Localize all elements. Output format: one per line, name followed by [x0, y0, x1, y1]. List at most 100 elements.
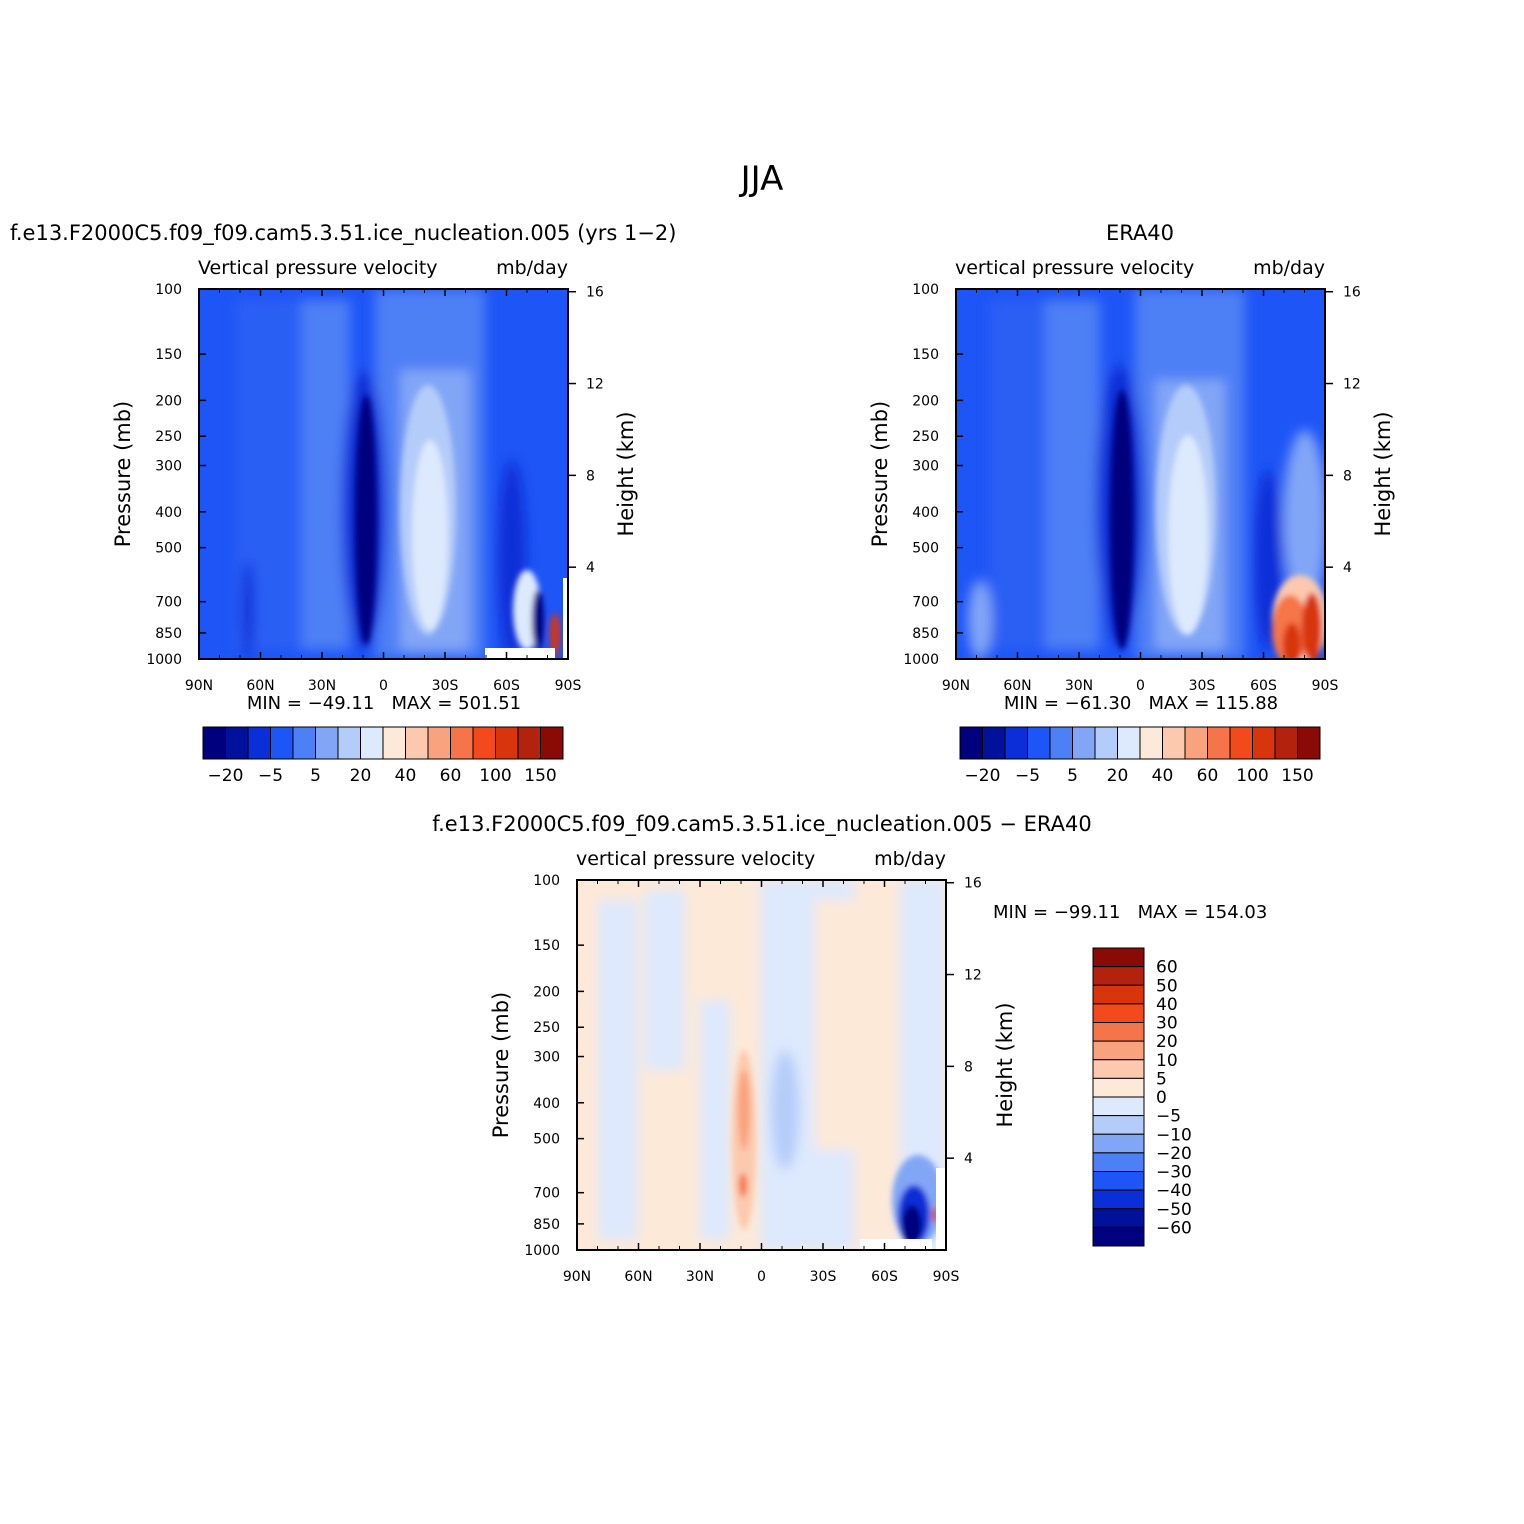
pressure-tick-label: 150 — [533, 938, 560, 954]
panel-diff-minmax: MIN = −99.11 MAX = 154.03 — [993, 902, 1267, 923]
figure-title: JJA — [739, 159, 784, 199]
pressure-tick-label: 250 — [155, 429, 182, 445]
colorbar-swatch — [1274, 726, 1298, 760]
panel-model: f.e13.F2000C5.f09_f09.cam5.3.51.ice_nucl… — [10, 221, 676, 786]
colorbar-label: −5 — [1156, 1107, 1181, 1127]
height-tick-label: 16 — [964, 876, 982, 892]
panel-model-title: f.e13.F2000C5.f09_f09.cam5.3.51.ice_nucl… — [10, 221, 676, 246]
colorbar-swatch — [1252, 726, 1276, 760]
pressure-tick-label: 300 — [155, 459, 182, 475]
colorbar-label: −50 — [1156, 1200, 1192, 1220]
lat-tick-label: 90N — [185, 678, 213, 694]
pressure-tick-label: 400 — [912, 505, 939, 521]
panel-model-minmax: MIN = −49.11 MAX = 501.51 — [247, 693, 521, 714]
pressure-tick-label: 200 — [155, 393, 182, 409]
colorbar-label: 5 — [1067, 766, 1078, 786]
colorbar-label: 20 — [1156, 1032, 1178, 1052]
pressure-tick-label: 850 — [155, 626, 182, 642]
height-tick-label: 16 — [586, 285, 604, 301]
colorbar-swatch — [1049, 726, 1073, 760]
pressure-tick-label: 150 — [912, 347, 939, 363]
colorbar-label: −30 — [1156, 1163, 1192, 1183]
colorbar-swatch — [1297, 726, 1321, 760]
colorbar-swatch — [247, 726, 271, 760]
height-tick-label: 8 — [1343, 468, 1352, 484]
panel-diff-field — [577, 880, 946, 1250]
colorbar-label: 60 — [1197, 766, 1219, 786]
panel-diff-subtitle-right: mb/day — [874, 848, 946, 870]
colorbar-swatch — [1004, 726, 1028, 760]
colorbar-swatch — [1092, 966, 1145, 986]
colorbar-swatch — [1092, 1226, 1145, 1247]
colorbar-swatch — [1092, 1133, 1145, 1154]
colorbar-label: 40 — [1156, 995, 1178, 1015]
colorbar-swatch — [382, 726, 406, 760]
colorbar-label: −20 — [208, 766, 244, 786]
pressure-tick-label: 100 — [533, 873, 560, 889]
colorbar-swatch — [540, 726, 564, 760]
colorbar-swatch — [1092, 984, 1145, 1005]
colorbar-swatch — [360, 726, 384, 760]
pressure-tick-label: 850 — [533, 1217, 560, 1233]
pressure-tick-label: 400 — [533, 1096, 560, 1112]
height-tick-label: 8 — [586, 468, 595, 484]
colorbar-label: 60 — [1156, 958, 1178, 978]
lat-tick-label: 0 — [1136, 678, 1145, 694]
colorbar-label: 0 — [1156, 1088, 1167, 1108]
lat-tick-label: 30S — [1189, 678, 1216, 694]
colorbar-label: 30 — [1156, 1014, 1178, 1034]
lat-tick-label: 30N — [1065, 678, 1093, 694]
pressure-tick-label: 500 — [155, 541, 182, 557]
panel-diff-y2label: Height (km) — [993, 1002, 1017, 1127]
colorbar-swatch — [1117, 726, 1141, 760]
pressure-tick-label: 100 — [155, 282, 182, 298]
colorbar-swatch — [225, 726, 249, 760]
pressure-tick-label: 200 — [912, 393, 939, 409]
pressure-tick-label: 200 — [533, 984, 560, 1000]
lat-tick-label: 90S — [933, 1269, 960, 1285]
panel-era40-colorbar: −20 −5 5 20 40 60 100 150 — [959, 726, 1321, 786]
panel-era40-subtitle-right: mb/day — [1253, 257, 1325, 279]
pressure-tick-label: 700 — [533, 1186, 560, 1202]
pressure-tick-label: 250 — [533, 1020, 560, 1036]
colorbar-label: −5 — [1015, 766, 1040, 786]
colorbar-swatch — [270, 726, 294, 760]
pressure-tick-label: 100 — [912, 282, 939, 298]
panel-model-colorbar: −20 −5 5 20 40 60 100 150 — [202, 726, 564, 786]
colorbar-label: −20 — [965, 766, 1001, 786]
height-tick-label: 4 — [586, 560, 595, 576]
lat-tick-label: 90S — [1312, 678, 1339, 694]
colorbar-swatch — [450, 726, 474, 760]
panel-era40-y2label: Height (km) — [1371, 411, 1395, 536]
colorbar-swatch — [202, 726, 226, 760]
colorbar-swatch — [982, 726, 1006, 760]
pressure-tick-label: 700 — [155, 595, 182, 611]
lat-tick-label: 60S — [871, 1269, 898, 1285]
panel-era40-field — [956, 289, 1325, 659]
pressure-tick-label: 500 — [533, 1132, 560, 1148]
panel-era40-minmax: MIN = −61.30 MAX = 115.88 — [1004, 693, 1278, 714]
colorbar-swatch — [1092, 1003, 1145, 1023]
colorbar-swatch — [495, 726, 519, 760]
lat-tick-label: 60N — [246, 678, 274, 694]
pressure-tick-label: 1000 — [524, 1243, 560, 1259]
colorbar-swatch — [292, 726, 316, 760]
colorbar-swatch — [1092, 1189, 1145, 1210]
colorbar-label: 20 — [1107, 766, 1129, 786]
panel-model-subtitle-right: mb/day — [496, 257, 568, 279]
colorbar-label: 20 — [350, 766, 372, 786]
colorbar-label: 100 — [1236, 766, 1268, 786]
colorbar-swatch — [1139, 726, 1163, 760]
colorbar-swatch — [1092, 1077, 1145, 1098]
height-tick-label: 16 — [1343, 285, 1361, 301]
colorbar-label: 10 — [1156, 1051, 1178, 1071]
colorbar-label: 150 — [1281, 766, 1313, 786]
pressure-tick-label: 1000 — [903, 652, 939, 668]
panel-era40-title: ERA40 — [1106, 221, 1174, 245]
panel-diff-ylabel: Pressure (mb) — [489, 992, 513, 1139]
pressure-tick-label: 400 — [155, 505, 182, 521]
lat-tick-label: 90S — [555, 678, 582, 694]
pressure-tick-label: 300 — [533, 1050, 560, 1066]
colorbar-swatch — [1184, 726, 1208, 760]
colorbar-swatch — [1092, 1040, 1145, 1061]
